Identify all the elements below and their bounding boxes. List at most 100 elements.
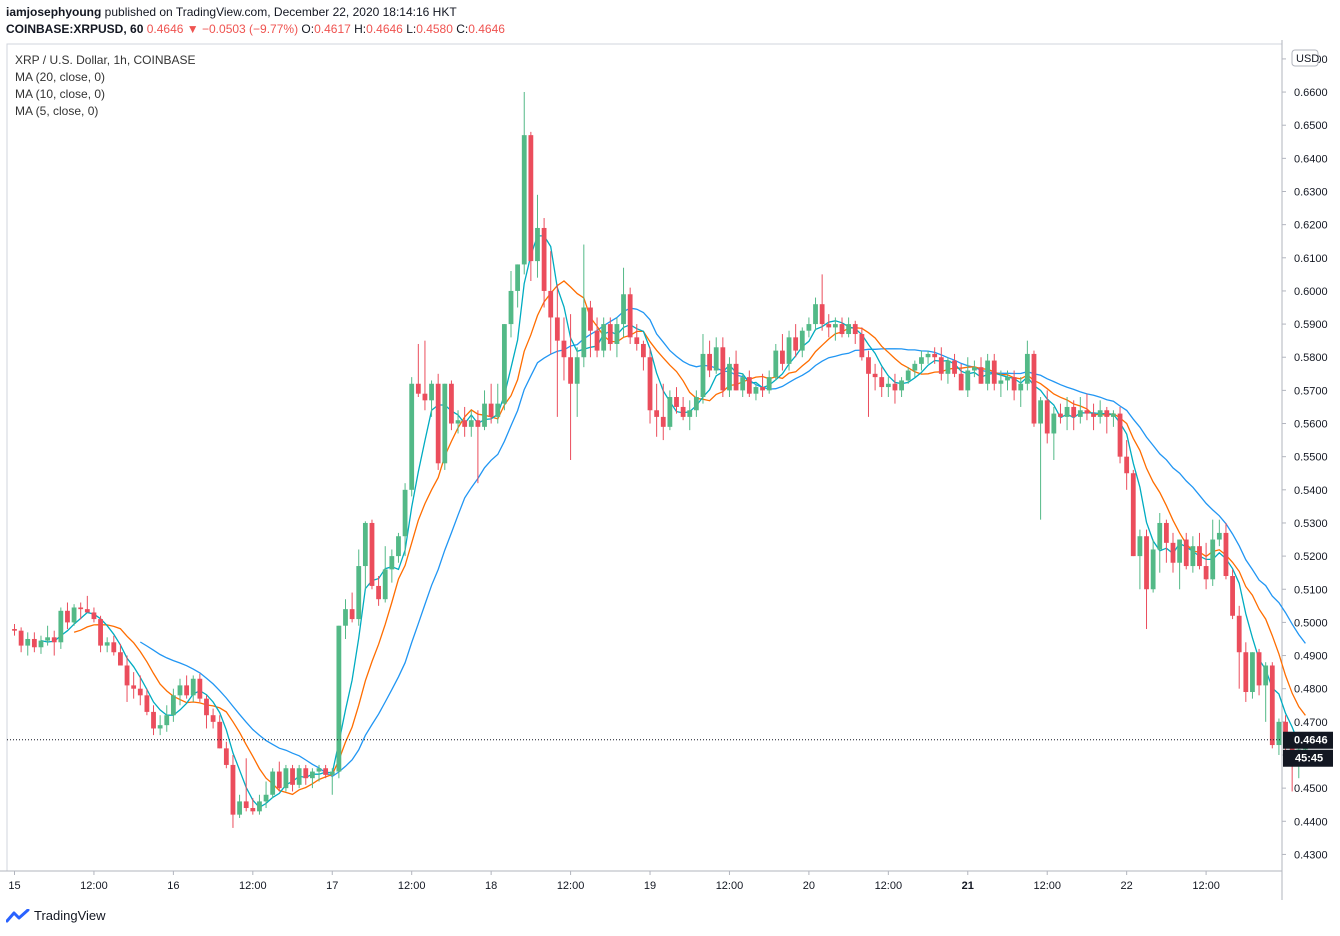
candle-body (938, 357, 944, 374)
candle-body (740, 377, 746, 391)
countdown-text: 45:45 (1295, 753, 1323, 765)
candle-body (958, 373, 964, 391)
candle (879, 367, 885, 398)
candle-body (1163, 522, 1169, 543)
candle (455, 410, 461, 434)
candle-body (826, 324, 832, 328)
candle-body (468, 420, 474, 427)
y-tick-label: 0.5600 (1294, 419, 1328, 431)
candle (1177, 539, 1183, 590)
candle-body (290, 768, 295, 785)
candle-body (356, 566, 362, 620)
candle-body (1170, 542, 1176, 563)
candle-body (442, 383, 448, 464)
candle-body (780, 350, 785, 364)
candle-body (614, 324, 620, 344)
candle (356, 549, 362, 626)
candle-body (482, 403, 487, 427)
tradingview-logo[interactable]: TradingView (6, 908, 106, 923)
candle (548, 251, 554, 354)
candle (303, 764, 309, 785)
candle (343, 599, 348, 639)
tradingview-brand: TradingView (34, 908, 106, 923)
candle-body (746, 377, 752, 394)
candle-body (1269, 665, 1275, 746)
candle-body (343, 609, 348, 626)
candle (131, 672, 137, 699)
candle-body (382, 569, 388, 600)
candle-body (859, 334, 865, 358)
candle (462, 406, 468, 437)
candle (422, 340, 428, 411)
candle (376, 575, 381, 606)
candle-body (1018, 383, 1024, 391)
candle-body (1097, 410, 1103, 417)
candle-body (508, 290, 514, 325)
candle-body (581, 307, 587, 358)
y-tick-label: 0.5100 (1294, 584, 1328, 596)
y-tick-label: 0.5700 (1294, 385, 1328, 397)
candle-body (91, 612, 97, 620)
candle (475, 410, 481, 484)
candle (515, 264, 521, 308)
publisher-name[interactable]: iamjosephyoung (6, 5, 102, 19)
candle-body (991, 360, 997, 384)
last-price: 0.4646 (146, 22, 184, 36)
candle-body (872, 373, 878, 378)
candle (614, 317, 620, 358)
candle-body (303, 768, 309, 779)
candle (991, 353, 997, 391)
candle (1117, 406, 1123, 464)
candle (104, 637, 110, 653)
candle-body (594, 330, 600, 351)
candle-body (548, 290, 554, 318)
candle (786, 330, 792, 371)
y-tick-label: 0.5000 (1294, 617, 1328, 629)
legend-ma20[interactable]: MA (20, close, 0) (15, 70, 106, 84)
candle (574, 347, 580, 417)
candle-body (177, 685, 183, 696)
candle (257, 794, 262, 815)
candle-body (515, 264, 521, 291)
candle (832, 317, 838, 341)
candle-body (329, 771, 335, 775)
candle-body (607, 324, 613, 344)
candle-body (12, 629, 17, 631)
candle-body (832, 324, 838, 328)
candle (1256, 648, 1262, 696)
candle (1263, 662, 1269, 722)
candle (51, 630, 57, 656)
candle (316, 764, 322, 782)
candle-body (1137, 536, 1143, 557)
x-tick-label: 22 (1121, 880, 1133, 892)
candle (1091, 403, 1096, 431)
candle (727, 357, 732, 398)
legend-ma5[interactable]: MA (5, close, 0) (15, 104, 99, 118)
candle-body (501, 324, 507, 404)
candle (369, 519, 375, 590)
candle-body (786, 337, 792, 364)
candle-body (243, 801, 249, 809)
candle-body (1216, 532, 1222, 540)
candle-body (362, 522, 368, 567)
candle (217, 715, 223, 749)
candle (296, 764, 302, 789)
candle-body (535, 227, 540, 262)
candle (561, 317, 567, 381)
candle (243, 758, 249, 812)
candle-body (1203, 566, 1209, 580)
legend-ma10[interactable]: MA (10, close, 0) (15, 87, 106, 101)
price-chart[interactable]: 0.43000.44000.45000.46000.47000.48000.49… (0, 40, 1340, 900)
candle (508, 271, 514, 338)
candle (290, 764, 295, 792)
candle (1150, 539, 1156, 593)
candle-body (323, 768, 329, 775)
x-tick-label: 18 (485, 880, 497, 892)
candle (1170, 532, 1176, 573)
candle (18, 627, 24, 653)
y-tick-label: 0.4500 (1294, 783, 1328, 795)
candle (124, 655, 130, 702)
candle (899, 377, 904, 398)
candle-body (71, 607, 77, 623)
chart-title: XRP / U.S. Dollar, 1h, COINBASE (15, 53, 196, 67)
